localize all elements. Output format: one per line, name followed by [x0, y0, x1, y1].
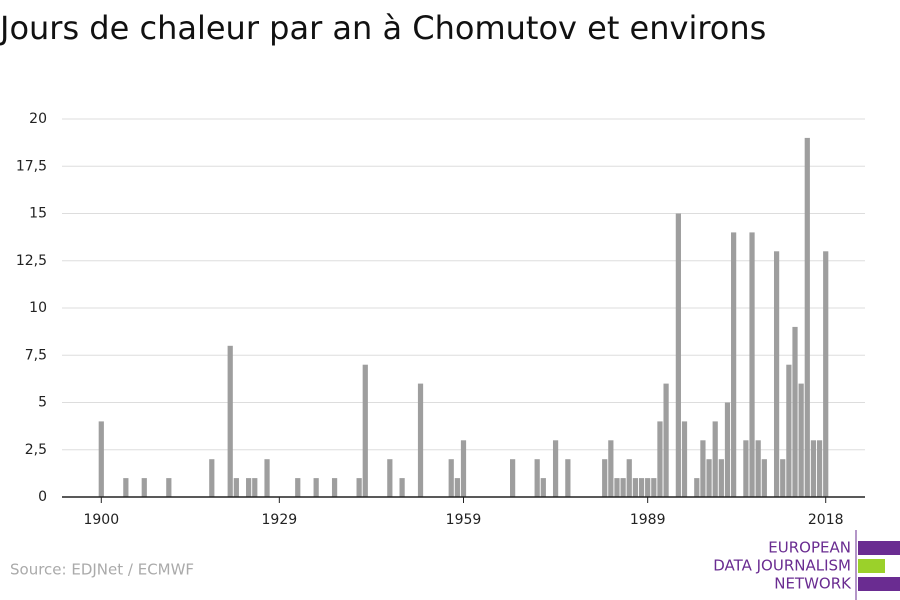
bar — [123, 478, 129, 497]
bar — [614, 478, 620, 497]
bar — [810, 440, 817, 497]
logo-text: EUROPEAN — [768, 539, 851, 557]
bar — [792, 326, 798, 497]
y-tick-label: 5 — [38, 395, 47, 411]
bar — [706, 459, 712, 497]
bar — [645, 478, 651, 497]
bar — [313, 478, 319, 497]
bar — [166, 478, 172, 497]
logo-text: NETWORK — [774, 575, 852, 593]
bar — [264, 459, 270, 497]
bar — [798, 383, 804, 497]
chart-title: Jours de chaleur par an à Chomutov et en… — [0, 9, 766, 47]
logo-bar — [858, 577, 900, 591]
bar — [761, 459, 767, 497]
bar — [626, 459, 632, 497]
y-tick-label: 2,5 — [25, 442, 47, 458]
bar — [252, 478, 258, 497]
y-tick-label: 20 — [29, 111, 47, 127]
bar — [712, 421, 718, 497]
bar — [700, 440, 706, 497]
bar — [540, 478, 546, 497]
y-tick-label: 17,5 — [16, 158, 47, 174]
bar — [632, 478, 639, 497]
y-tick-label: 12,5 — [16, 253, 47, 269]
logo-text: DATA JOURNALISM — [713, 557, 851, 575]
x-tick-label: 2018 — [808, 512, 844, 528]
bar — [804, 137, 810, 497]
y-tick-label: 7,5 — [25, 347, 47, 363]
bar — [141, 478, 147, 497]
bar — [460, 440, 467, 497]
bar — [780, 459, 786, 497]
logo-bar — [858, 541, 900, 555]
bar — [454, 478, 460, 497]
bar — [209, 459, 215, 497]
bar — [246, 478, 252, 497]
bar — [331, 478, 338, 497]
bar — [98, 421, 104, 497]
bar — [620, 478, 626, 497]
bar — [602, 459, 608, 497]
bar — [651, 478, 657, 497]
bar — [657, 421, 663, 497]
bar — [663, 383, 669, 497]
bar — [227, 345, 233, 497]
bar — [638, 478, 645, 497]
bar — [233, 478, 239, 497]
y-tick-label: 0 — [38, 489, 47, 505]
bar — [724, 402, 731, 497]
bar — [362, 364, 368, 497]
bar — [399, 478, 405, 497]
bar — [718, 459, 724, 497]
bar — [448, 459, 454, 497]
bar — [749, 232, 755, 497]
bar — [773, 251, 780, 497]
y-tick-label: 15 — [29, 206, 47, 222]
logo-bar — [858, 559, 885, 573]
bar — [608, 440, 614, 497]
x-tick-label: 1900 — [83, 512, 119, 528]
bar — [552, 440, 559, 497]
source: Source: EDJNet / ECMWF — [10, 561, 194, 579]
bar — [681, 421, 688, 497]
bar — [816, 440, 823, 497]
y-tick-label: 10 — [29, 300, 47, 316]
bar — [534, 459, 540, 497]
bar — [743, 440, 749, 497]
bar — [786, 364, 792, 497]
bar — [387, 459, 393, 497]
bar — [417, 383, 424, 497]
bar — [356, 478, 362, 497]
bar — [823, 251, 829, 497]
bar — [565, 459, 571, 497]
x-tick-label: 1959 — [446, 512, 482, 528]
bar — [731, 232, 737, 497]
x-tick-label: 1929 — [262, 512, 298, 528]
bar — [295, 478, 301, 497]
bar — [694, 478, 700, 497]
bar — [510, 459, 516, 497]
bar — [675, 213, 681, 497]
bar — [755, 440, 761, 497]
x-tick-label: 1989 — [630, 512, 666, 528]
